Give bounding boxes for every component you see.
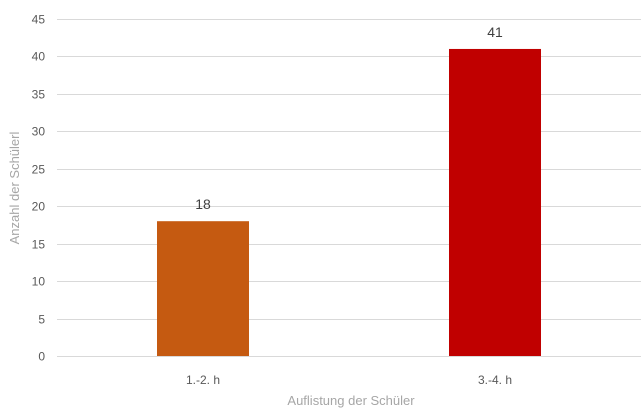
bar	[157, 221, 249, 356]
y-axis-title: Anzahl der Schülerl	[7, 132, 22, 245]
data-label: 41	[487, 24, 503, 40]
bars	[157, 48, 541, 356]
y-tick-label: 15	[32, 238, 46, 252]
y-tick-label: 0	[38, 350, 45, 364]
bar	[449, 48, 541, 356]
x-axis-title: Auflistung der Schüler	[287, 393, 415, 408]
x-axis-ticks: 1.-2. h 3.-4. h	[186, 373, 512, 387]
y-tick-label: 45	[32, 13, 46, 27]
x-tick-label: 3.-4. h	[478, 373, 512, 387]
y-axis-ticks: 0 5 10 15 20 25 30 35 40 45	[32, 13, 46, 364]
y-tick-label: 30	[32, 125, 46, 139]
gridlines	[57, 19, 641, 357]
y-tick-label: 5	[38, 313, 45, 327]
y-tick-label: 25	[32, 163, 46, 177]
y-tick-label: 40	[32, 50, 46, 64]
x-tick-label: 1.-2. h	[186, 373, 220, 387]
y-tick-label: 35	[32, 88, 46, 102]
y-tick-label: 20	[32, 200, 46, 214]
y-tick-label: 10	[32, 275, 46, 289]
data-label: 18	[195, 196, 211, 212]
